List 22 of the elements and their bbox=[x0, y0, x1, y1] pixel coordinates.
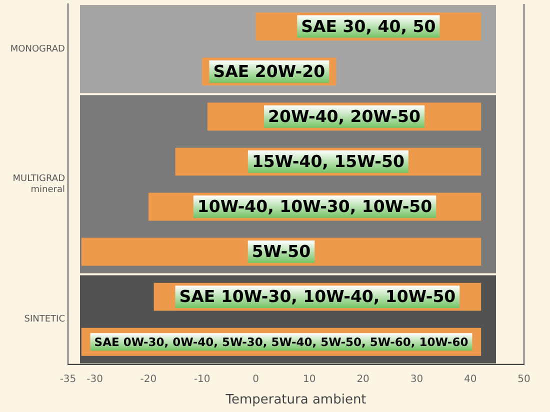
x-tick-label: 0 bbox=[252, 374, 259, 385]
x-tick-label: -20 bbox=[140, 374, 157, 385]
x-axis-title: Temperatura ambient bbox=[224, 392, 366, 408]
y-tick-label: 20W-40, 20W-50 bbox=[268, 106, 421, 126]
y-tick-label: SAE 20W-20 bbox=[213, 62, 326, 81]
x-tick-label: -35 bbox=[60, 374, 76, 385]
y-tick-label: 15W-40, 15W-50 bbox=[252, 152, 404, 171]
band-label: SINTETIC bbox=[24, 314, 65, 325]
x-tick-label: 10 bbox=[303, 374, 316, 385]
y-tick-label: SAE 0W-30, 0W-40, 5W-30, 5W-40, 5W-50, 5W-60, 10W-60 bbox=[94, 334, 468, 349]
y-tick-label: SAE 10W-30, 10W-40, 10W-50 bbox=[179, 287, 456, 306]
y-tick-label: SAE 30, 40, 50 bbox=[301, 16, 436, 36]
y-tick-label: 5W-50 bbox=[252, 242, 311, 262]
x-tick-label: 40 bbox=[464, 374, 477, 385]
x-tick-label: -30 bbox=[86, 374, 103, 385]
band-label: MONOGRAD bbox=[10, 44, 66, 54]
x-tick-label: -10 bbox=[194, 374, 210, 385]
x-tick-label: 30 bbox=[410, 374, 424, 385]
y-tick-label: 10W-40, 10W-30, 10W-50 bbox=[197, 197, 432, 216]
x-tick-label: 50 bbox=[518, 374, 530, 385]
band-label: MULTIGRAD mineral bbox=[12, 174, 66, 196]
x-tick-label: 20 bbox=[356, 374, 370, 385]
